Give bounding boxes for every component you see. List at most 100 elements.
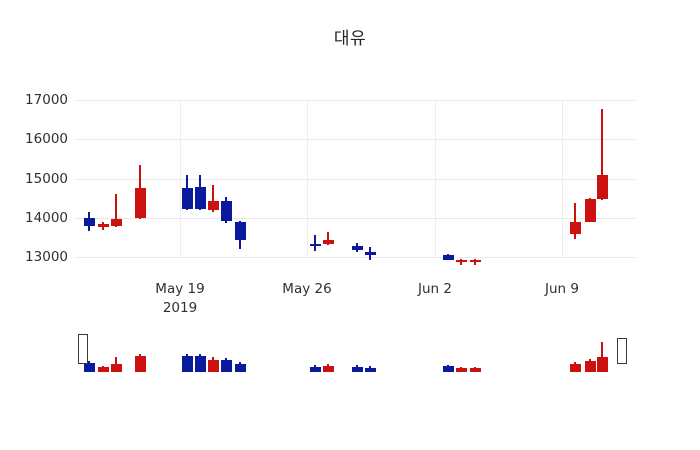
candle-16 <box>569 100 581 258</box>
x-tick-year-label: 2019 <box>162 300 198 316</box>
y-axis-ticks: 13000 14000 15000 16000 17000 <box>0 92 68 265</box>
volume-body <box>364 368 376 372</box>
candle-body <box>569 221 581 234</box>
candle-wick <box>212 185 214 212</box>
volume-bar-3 <box>134 330 146 372</box>
volume-body <box>110 364 122 372</box>
volume-body <box>234 364 246 372</box>
volume-body <box>351 367 363 372</box>
candle-wick <box>115 194 117 228</box>
volume-body <box>83 363 95 372</box>
volume-bar-1 <box>97 330 109 372</box>
candle-15 <box>469 100 481 266</box>
volume-range-marker-1 <box>617 338 627 364</box>
candle-12 <box>364 100 376 260</box>
volume-body <box>134 356 146 372</box>
candle-14 <box>455 100 467 266</box>
volume-bar-15 <box>469 330 481 372</box>
candle-wick <box>601 109 603 201</box>
volume-body <box>194 356 206 372</box>
gridline-x-1 <box>307 100 308 258</box>
y-tick-label-17000: 17000 <box>25 92 68 108</box>
gridline-y-14000 <box>75 217 635 219</box>
volume-bar-12 <box>364 330 376 372</box>
volume-body <box>181 356 193 372</box>
volume-bar-17 <box>584 330 596 372</box>
candle-body <box>351 245 363 251</box>
volume-body <box>469 368 481 372</box>
volume-body <box>207 360 219 372</box>
candle-9 <box>309 100 321 258</box>
volume-range-marker-0 <box>78 334 88 364</box>
candle-body <box>97 224 109 227</box>
price-panel <box>75 100 635 266</box>
x-tick-label-2: Jun 2 <box>418 281 452 297</box>
candle-wick <box>327 232 329 246</box>
candle-5 <box>194 100 206 258</box>
volume-bar-5 <box>194 330 206 372</box>
candle-body <box>194 186 206 210</box>
x-axis-ticks: May 19 2019 May 26 Jun 2 Jun 9 <box>0 281 700 321</box>
candle-wick <box>574 202 576 239</box>
volume-bar-8 <box>234 330 246 372</box>
candle-6 <box>207 100 219 258</box>
x-tick-label-0: May 19 <box>155 281 205 297</box>
y-tick-label-16000: 16000 <box>25 131 68 148</box>
candle-1 <box>97 100 109 258</box>
candle-18 <box>596 100 608 258</box>
candle-body <box>309 243 321 247</box>
x-tick-label-3: Jun 9 <box>545 281 579 297</box>
volume-body <box>455 368 467 372</box>
volume-bar-16 <box>569 330 581 372</box>
volume-bar-13 <box>442 330 454 372</box>
gridline-x-0 <box>180 100 181 258</box>
volume-body <box>220 360 232 372</box>
x-tick-label-1: May 26 <box>282 281 332 297</box>
candle-body <box>134 188 146 218</box>
candle-2 <box>110 100 122 258</box>
volume-bar-14 <box>455 330 467 372</box>
candle-body <box>234 221 246 240</box>
volume-body <box>442 366 454 372</box>
volume-bar-0 <box>83 330 95 372</box>
y-tick-label-14000: 14000 <box>25 209 68 226</box>
gridline-y-15000 <box>75 178 635 180</box>
volume-bar-6 <box>207 330 219 372</box>
candle-body <box>584 199 596 222</box>
candle-body <box>181 188 193 209</box>
candle-13 <box>442 100 454 260</box>
gridline-x-3 <box>562 100 563 258</box>
candle-11 <box>351 100 363 258</box>
volume-bar-2 <box>110 330 122 372</box>
candle-wick <box>314 235 316 252</box>
candle-0 <box>83 100 95 258</box>
volume-bar-18 <box>596 330 608 372</box>
gridline-x-2 <box>435 100 436 258</box>
volume-body <box>596 357 608 372</box>
candle-17 <box>584 100 596 258</box>
volume-bar-11 <box>351 330 363 372</box>
gridline-y-16000 <box>75 139 635 141</box>
candle-3 <box>134 100 146 258</box>
volume-bar-10 <box>322 330 334 372</box>
volume-body <box>322 366 334 372</box>
y-tick-label-15000: 15000 <box>25 170 68 187</box>
volume-bar-4 <box>181 330 193 372</box>
candle-10 <box>322 100 334 258</box>
gridline-y-13000 <box>75 257 635 259</box>
volume-body <box>309 367 321 372</box>
candle-7 <box>220 100 232 258</box>
candle-body <box>455 259 467 263</box>
volume-body <box>97 367 109 372</box>
candle-body <box>364 252 376 255</box>
y-tick-label-13000: 13000 <box>25 249 68 266</box>
candle-body <box>220 201 232 221</box>
volume-bar-9 <box>309 330 321 372</box>
volume-panel <box>75 330 635 372</box>
candle-4 <box>181 100 193 258</box>
candle-body <box>442 254 454 260</box>
volume-bar-7 <box>220 330 232 372</box>
candle-body <box>469 259 481 263</box>
page-title: 대유 <box>333 29 367 49</box>
